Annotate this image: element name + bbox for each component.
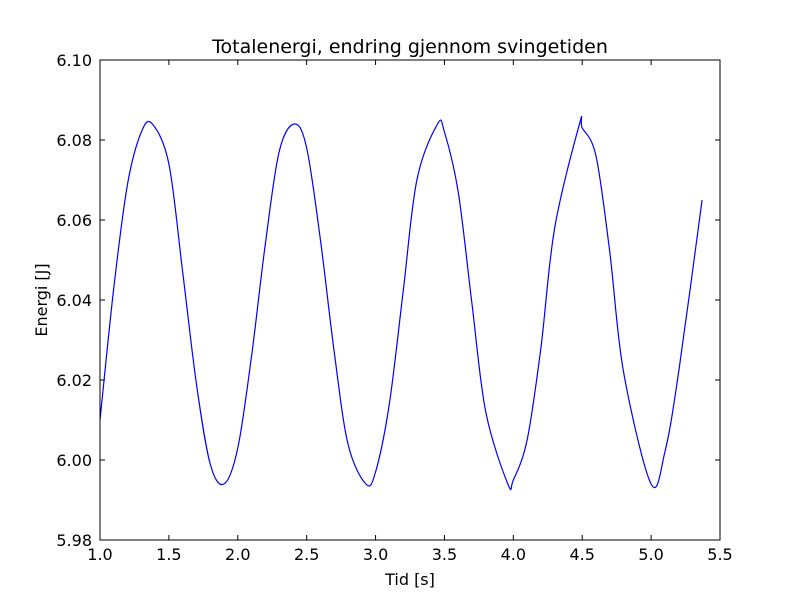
y-axis-ticks: 5.98 6.00 6.02 6.04 6.06 6.08 6.10 [56,51,720,550]
y-axis-label: Energi [J] [32,263,51,336]
y-tick-label: 6.06 [56,211,92,230]
x-tick-label: 3.5 [432,545,457,564]
plot-area [100,60,720,540]
x-tick-label: 4.0 [501,545,526,564]
y-tick-label: 6.08 [56,131,92,150]
y-tick-label: 6.10 [56,51,92,70]
chart-title: Totalenergi, endring gjennom svingetiden [211,36,608,58]
x-tick-label: 5.5 [707,545,732,564]
x-tick-label: 3.0 [363,545,388,564]
y-tick-label: 6.04 [56,291,92,310]
plot-frame [99,59,721,541]
x-tick-label: 2.5 [294,545,319,564]
x-tick-label: 1.5 [156,545,181,564]
y-tick-label: 6.02 [56,371,92,390]
x-tick-label: 4.5 [569,545,594,564]
x-tick-label: 2.0 [225,545,250,564]
energy-series-line [99,115,703,491]
x-axis-label: Tid [s] [384,570,435,589]
x-axis-ticks: 1.0 1.5 2.0 2.5 3.0 3.5 4.0 4.5 5.0 5.5 [87,60,733,564]
x-tick-label: 5.0 [638,545,663,564]
plot-lines [99,115,703,491]
y-tick-label: 5.98 [56,531,92,550]
y-tick-label: 6.00 [56,451,92,470]
x-tick-label: 1.0 [87,545,112,564]
